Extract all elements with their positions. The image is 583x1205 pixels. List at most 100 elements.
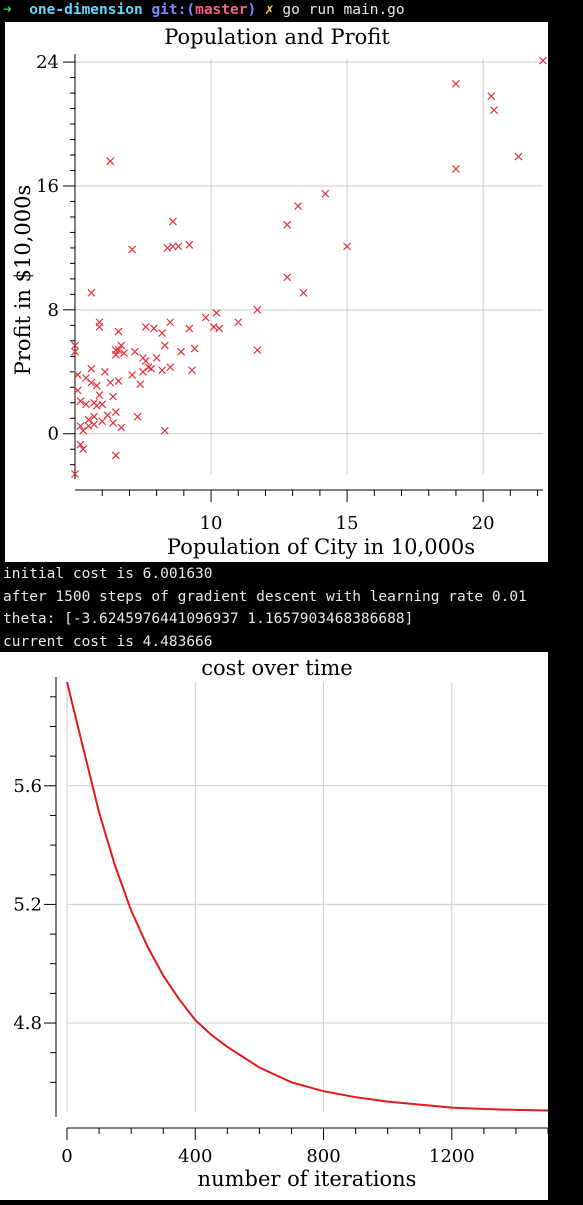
- data-point: [130, 347, 139, 356]
- dirty-mark-icon: ✗: [264, 2, 274, 18]
- cost-chart-panel: 0 400 800 1200 4.8 5.2 5.6 cost over time numb…: [0, 652, 549, 1200]
- data-point: [163, 243, 172, 252]
- data-point: [92, 401, 101, 410]
- data-point: [147, 364, 156, 373]
- data-point: [79, 445, 88, 454]
- data-point: [452, 165, 460, 173]
- data-point: [160, 426, 169, 435]
- data-point: [90, 420, 98, 429]
- x-tick-label: 800: [306, 1146, 340, 1167]
- data-point: [490, 106, 498, 115]
- y-tick-label: 16: [36, 176, 59, 197]
- output-line: after 1500 steps of gradient descent wit…: [3, 588, 527, 605]
- data-point: [106, 378, 115, 387]
- data-point: [452, 79, 460, 88]
- data-point: [111, 451, 120, 460]
- data-point: [117, 423, 126, 432]
- data-point: [128, 245, 137, 254]
- data-point: [106, 157, 115, 166]
- data-point: [76, 397, 85, 406]
- data-point: [539, 56, 547, 65]
- data-point: [166, 363, 175, 372]
- prompt-directory: one-dimension: [29, 2, 143, 18]
- cost-chart: 0 400 800 1200 4.8 5.2 5.6 cost over time numb…: [13, 656, 549, 1191]
- data-point: [283, 220, 292, 229]
- prompt-arrow-icon: ➜: [3, 2, 12, 18]
- data-point: [253, 346, 262, 355]
- y-axis-label: Profit in $10,000s: [11, 185, 35, 375]
- data-point: [128, 370, 137, 379]
- data-point: [111, 408, 120, 416]
- data-point: [103, 411, 112, 420]
- y-tick-label: 5.2: [13, 894, 42, 915]
- data-point: [71, 341, 79, 350]
- data-point: [81, 400, 90, 409]
- data-point: [90, 412, 98, 421]
- output-line: current cost is 4.483666: [3, 633, 213, 650]
- data-point: [98, 400, 107, 409]
- prompt-command: go run main.go: [282, 2, 405, 18]
- data-point: [84, 422, 93, 430]
- data-point: [174, 242, 183, 251]
- data-point: [114, 327, 123, 336]
- x-axis-label: number of iterations: [198, 1167, 417, 1191]
- data-point: [76, 422, 85, 430]
- y-tick-label: 24: [36, 52, 59, 73]
- x-tick-label: 15: [336, 513, 359, 534]
- output-line: initial cost is 6.001630: [3, 566, 213, 582]
- x-tick-label: 20: [472, 513, 495, 534]
- data-point: [169, 217, 177, 226]
- scatter-chart: 10 15 20 0 8 16 24 Population and Profit Popul…: [11, 25, 547, 559]
- data-point: [166, 318, 175, 327]
- data-point: [299, 288, 308, 297]
- data-point: [92, 381, 101, 390]
- x-tick-label: 0: [61, 1146, 72, 1167]
- data-point: [188, 366, 196, 375]
- data-point: [158, 366, 166, 375]
- data-point: [158, 329, 166, 338]
- chart-title: cost over time: [201, 656, 352, 680]
- data-point: [141, 322, 150, 331]
- data-point: [152, 353, 161, 362]
- y-tick-label: 5.6: [13, 776, 42, 797]
- data-point: [109, 418, 118, 427]
- cost-series-line: [66, 681, 549, 1112]
- x-tick-label: 1200: [429, 1146, 475, 1167]
- data-point: [294, 202, 303, 211]
- data-point: [201, 313, 210, 322]
- data-point: [185, 324, 194, 333]
- data-point: [109, 392, 118, 401]
- data-point: [73, 370, 82, 379]
- data-point: [73, 386, 82, 395]
- data-point: [76, 440, 85, 449]
- terminal-output: initial cost is 6.001630 after 1500 steps…: [3, 563, 527, 653]
- data-point: [133, 412, 142, 421]
- y-tick-label: 0: [48, 424, 59, 445]
- data-point: [234, 318, 243, 327]
- data-point: [514, 152, 523, 161]
- data-point: [283, 273, 292, 282]
- data-point: [321, 189, 330, 198]
- y-tick-label: 4.8: [13, 1013, 42, 1034]
- data-point: [114, 346, 123, 355]
- terminal-prompt: ➜ one-dimension git:(master) ✗ go run ma…: [3, 0, 405, 21]
- data-point: [87, 364, 96, 373]
- scatter-chart-panel: 10 15 20 0 8 16 24 Population and Profit Popul…: [5, 22, 548, 562]
- data-point: [114, 377, 123, 386]
- data-point: [87, 378, 96, 387]
- y-tick-label: 8: [48, 300, 59, 321]
- data-point: [141, 357, 150, 365]
- data-point: [111, 350, 120, 359]
- data-point: [117, 341, 126, 350]
- data-point: [120, 349, 128, 358]
- x-axis-label: Population of City in 10,000s: [167, 535, 475, 559]
- data-point: [71, 347, 79, 356]
- output-line: theta: [-3.6245976441096937 1.1657903468…: [3, 611, 414, 627]
- prompt-git-branch: master: [195, 2, 248, 18]
- data-point: [185, 240, 194, 249]
- data-point: [343, 242, 352, 251]
- data-point: [87, 288, 96, 297]
- data-point: [215, 324, 224, 333]
- data-point: [95, 322, 104, 331]
- data-point: [71, 470, 79, 478]
